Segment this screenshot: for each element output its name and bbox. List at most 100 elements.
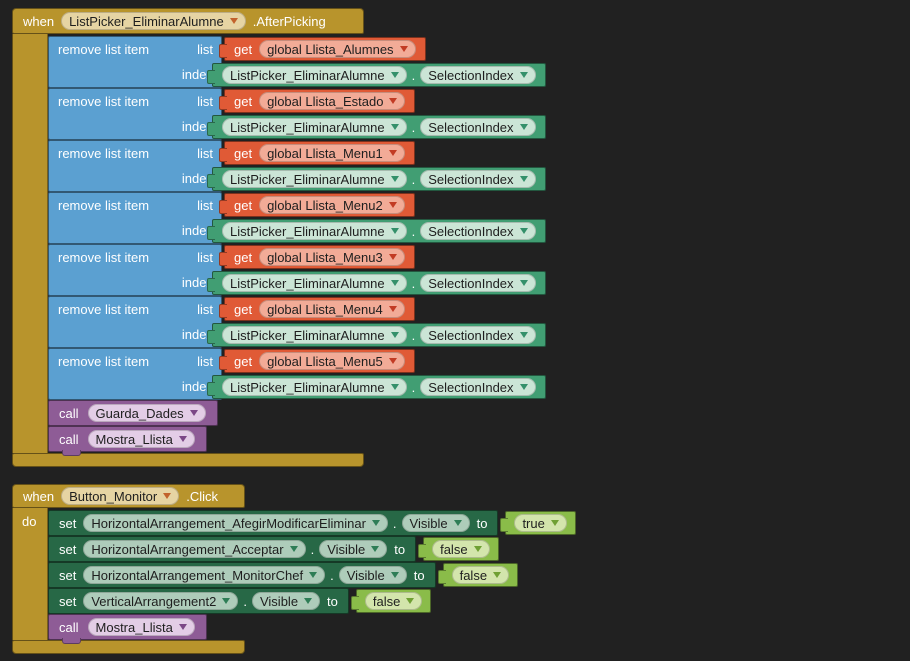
set-property-block[interactable]: set VerticalArrangement2 . Visible to bbox=[48, 588, 349, 614]
index-socket-label: index bbox=[181, 379, 213, 394]
get-variable-block[interactable]: get global Llista_Menu4 bbox=[219, 297, 415, 321]
get-variable-block[interactable]: get global Llista_Estado bbox=[218, 89, 416, 113]
chevron-down-icon bbox=[519, 124, 528, 130]
get-variable-block[interactable]: get global Llista_Menu5 bbox=[219, 349, 415, 373]
do-slot-column bbox=[12, 34, 48, 453]
chevron-down-icon bbox=[519, 176, 528, 182]
component-property-getter-block[interactable]: ListPicker_EliminarAlumne . SelectionInd… bbox=[207, 167, 546, 191]
component-property-getter-block[interactable]: ListPicker_EliminarAlumne . SelectionInd… bbox=[207, 323, 546, 347]
dot-separator: . bbox=[392, 515, 397, 531]
component-property-getter-block[interactable]: ListPicker_EliminarAlumne . SelectionInd… bbox=[207, 271, 546, 295]
component-dropdown[interactable]: ListPicker_EliminarAlumne bbox=[222, 326, 407, 344]
property-dropdown[interactable]: Visible bbox=[401, 514, 470, 532]
event-block-footer bbox=[12, 453, 364, 467]
remove-list-item-block[interactable]: remove list item list index get global Ll… bbox=[48, 296, 648, 348]
event-name-label: .Click bbox=[186, 488, 219, 504]
get-label: get bbox=[234, 353, 253, 369]
component-dropdown[interactable]: ListPicker_EliminarAlumne bbox=[222, 222, 407, 240]
remove-list-item-block[interactable]: remove list item list index get global Ll… bbox=[48, 88, 648, 140]
event-name-label: .AfterPicking bbox=[252, 13, 326, 29]
logic-value-block[interactable]: false bbox=[418, 537, 499, 561]
remove-list-item-body[interactable]: remove list item list index bbox=[48, 192, 222, 244]
procedure-dropdown[interactable]: Mostra_Llista bbox=[87, 430, 195, 448]
list-socket-label: list bbox=[197, 94, 213, 109]
procedure-dropdown[interactable]: Mostra_Llista bbox=[87, 618, 195, 636]
call-procedure-block[interactable]: call Mostra_Llista bbox=[48, 614, 207, 644]
get-variable-block[interactable]: get global Llista_Alumnes bbox=[219, 37, 426, 61]
set-property-block[interactable]: set HorizontalArrangement_AfegirModifica… bbox=[48, 510, 499, 536]
logic-value-dropdown[interactable]: false bbox=[432, 540, 490, 558]
remove-list-item-block[interactable]: remove list item list index get global Ll… bbox=[48, 348, 648, 400]
logic-value-dropdown[interactable]: true bbox=[514, 514, 567, 532]
event-component-dropdown[interactable]: ListPicker_EliminarAlumne bbox=[61, 12, 246, 30]
set-property-block[interactable]: set HorizontalArrangement_MonitorChef . … bbox=[48, 562, 436, 588]
variable-dropdown[interactable]: global Llista_Alumnes bbox=[259, 40, 416, 58]
event-block-click[interactable]: do set HorizontalArrangement_AfegirModif… bbox=[12, 484, 652, 656]
get-label: get bbox=[234, 249, 253, 265]
component-dropdown[interactable]: HorizontalArrangement_Acceptar bbox=[83, 540, 306, 558]
remove-list-item-block[interactable]: remove list item list index get global Ll… bbox=[48, 140, 648, 192]
component-property-getter-block[interactable]: ListPicker_EliminarAlumne . SelectionInd… bbox=[207, 63, 546, 87]
logic-value-dropdown[interactable]: false bbox=[364, 592, 423, 610]
property-dropdown[interactable]: Visible bbox=[251, 592, 321, 610]
procedure-dropdown[interactable]: Guarda_Dades bbox=[87, 404, 206, 422]
property-dropdown[interactable]: SelectionIndex bbox=[420, 274, 536, 292]
remove-list-item-body[interactable]: remove list item list index bbox=[48, 348, 222, 400]
logic-value-block[interactable]: true bbox=[500, 511, 576, 535]
component-dropdown[interactable]: ListPicker_EliminarAlumne bbox=[222, 170, 407, 188]
event-component-dropdown[interactable]: Button_Monitor bbox=[61, 487, 180, 505]
chevron-down-icon bbox=[390, 332, 399, 338]
remove-list-item-block[interactable]: remove list item list index get global Ll… bbox=[48, 36, 648, 88]
component-property-getter-block[interactable]: ListPicker_EliminarAlumne . SelectionInd… bbox=[207, 375, 546, 399]
variable-dropdown[interactable]: global Llista_Menu3 bbox=[259, 248, 405, 266]
remove-list-item-body[interactable]: remove list item list index bbox=[48, 296, 222, 348]
component-dropdown[interactable]: HorizontalArrangement_MonitorChef bbox=[83, 566, 326, 584]
remove-list-item-block[interactable]: remove list item list index get global Ll… bbox=[48, 192, 648, 244]
property-dropdown[interactable]: SelectionIndex bbox=[420, 326, 536, 344]
when-event-header[interactable]: when ListPicker_EliminarAlumne .AfterPic… bbox=[12, 8, 364, 34]
variable-dropdown[interactable]: global Llista_Menu1 bbox=[259, 144, 405, 162]
get-variable-block[interactable]: get global Llista_Menu1 bbox=[219, 141, 415, 165]
dot-separator: . bbox=[411, 67, 416, 83]
property-dropdown[interactable]: SelectionIndex bbox=[420, 378, 536, 396]
component-property-getter-block[interactable]: ListPicker_EliminarAlumne . SelectionInd… bbox=[207, 219, 546, 243]
when-event-header[interactable]: when Button_Monitor .Click bbox=[12, 484, 245, 508]
call-procedure-block[interactable]: call Mostra_Llista bbox=[48, 426, 207, 456]
component-dropdown[interactable]: ListPicker_EliminarAlumne bbox=[222, 274, 407, 292]
component-dropdown[interactable]: ListPicker_EliminarAlumne bbox=[222, 66, 407, 84]
remove-list-item-body[interactable]: remove list item list index bbox=[48, 140, 222, 192]
logic-value-dropdown[interactable]: false bbox=[451, 566, 510, 584]
property-dropdown[interactable]: SelectionIndex bbox=[420, 66, 536, 84]
chevron-down-icon bbox=[390, 228, 399, 234]
call-procedure-block[interactable]: call Guarda_Dades bbox=[48, 400, 218, 426]
remove-list-item-block[interactable]: remove list item list index get global Ll… bbox=[48, 244, 648, 296]
get-label: get bbox=[234, 93, 253, 109]
property-dropdown[interactable]: Visible bbox=[319, 540, 388, 558]
variable-dropdown[interactable]: global Llista_Menu2 bbox=[259, 196, 405, 214]
chevron-down-icon bbox=[178, 436, 187, 442]
variable-dropdown[interactable]: global Llista_Menu5 bbox=[259, 352, 405, 370]
remove-list-item-body[interactable]: remove list item list index bbox=[48, 36, 222, 88]
property-dropdown[interactable]: SelectionIndex bbox=[420, 118, 536, 136]
component-dropdown[interactable]: ListPicker_EliminarAlumne bbox=[222, 378, 407, 396]
get-variable-block[interactable]: get global Llista_Menu3 bbox=[219, 245, 415, 269]
property-dropdown[interactable]: SelectionIndex bbox=[420, 170, 536, 188]
remove-list-item-body[interactable]: remove list item list index bbox=[48, 244, 222, 296]
remove-list-item-label: remove list item bbox=[58, 250, 150, 265]
call-label: call bbox=[59, 431, 79, 447]
get-variable-block[interactable]: get global Llista_Menu2 bbox=[219, 193, 415, 217]
property-dropdown[interactable]: SelectionIndex bbox=[420, 222, 536, 240]
property-dropdown[interactable]: Visible bbox=[338, 566, 407, 584]
component-dropdown[interactable]: VerticalArrangement2 bbox=[83, 592, 239, 610]
variable-dropdown[interactable]: global Llista_Estado bbox=[259, 92, 406, 110]
component-property-getter-block[interactable]: ListPicker_EliminarAlumne . SelectionInd… bbox=[207, 115, 546, 139]
logic-value-block[interactable]: false bbox=[350, 589, 432, 613]
get-label: get bbox=[234, 145, 253, 161]
variable-dropdown[interactable]: global Llista_Menu4 bbox=[259, 300, 405, 318]
set-property-block[interactable]: set HorizontalArrangement_Acceptar . Vis… bbox=[48, 536, 417, 562]
component-dropdown[interactable]: HorizontalArrangement_AfegirModificarEli… bbox=[83, 514, 388, 532]
component-dropdown[interactable]: ListPicker_EliminarAlumne bbox=[222, 118, 407, 136]
remove-list-item-body[interactable]: remove list item list index bbox=[48, 88, 222, 140]
logic-value-block[interactable]: false bbox=[437, 563, 519, 587]
